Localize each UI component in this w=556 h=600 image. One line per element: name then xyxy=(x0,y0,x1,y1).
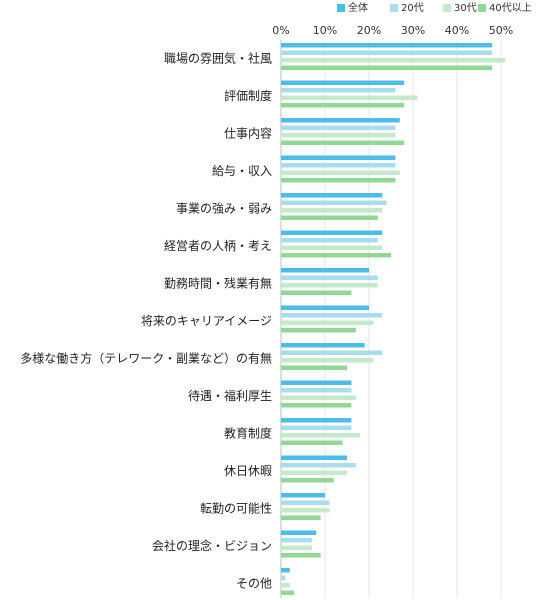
legend-label: 40代以上 xyxy=(489,2,532,14)
bar xyxy=(281,365,347,370)
bar xyxy=(281,58,506,63)
x-tick-label: 10% xyxy=(313,24,337,37)
bar xyxy=(281,343,365,348)
bar xyxy=(281,305,369,310)
legend-label: 全体 xyxy=(348,1,368,14)
bar xyxy=(281,403,352,408)
bar xyxy=(281,43,493,48)
x-tick-label: 40% xyxy=(445,24,469,37)
bar xyxy=(281,133,396,138)
legend: 全体 20代 30代 40代以上 xyxy=(337,1,532,14)
bar xyxy=(281,65,493,70)
x-tick-label: 20% xyxy=(357,24,381,37)
bar xyxy=(281,388,352,393)
bar xyxy=(281,290,352,295)
legend-swatch xyxy=(337,4,345,12)
bar xyxy=(281,268,369,273)
bar xyxy=(281,358,374,363)
bar xyxy=(281,200,387,205)
bar xyxy=(281,118,400,123)
bar xyxy=(281,425,352,430)
bar xyxy=(281,545,312,550)
bars xyxy=(281,43,506,595)
bar xyxy=(281,455,347,460)
bar xyxy=(281,583,290,588)
category-label: 事業の強み・弱み xyxy=(176,202,272,216)
bar xyxy=(281,500,330,505)
bar xyxy=(281,395,356,400)
legend-label: 20代 xyxy=(401,2,424,14)
bar xyxy=(281,208,383,213)
x-tick-label: 0% xyxy=(272,24,289,37)
category-label: 教育制度 xyxy=(224,426,272,441)
bar xyxy=(281,245,383,250)
category-label: 待遇・福利厚生 xyxy=(188,388,272,403)
gridlines xyxy=(280,40,502,598)
bar xyxy=(281,568,290,573)
bar xyxy=(281,95,418,100)
x-tick-label: 30% xyxy=(401,24,425,37)
bar xyxy=(281,463,356,468)
bar xyxy=(281,320,374,325)
bar xyxy=(281,478,334,483)
bar xyxy=(281,470,347,475)
bar xyxy=(281,418,352,423)
legend-swatch xyxy=(478,4,486,12)
bar xyxy=(281,215,378,220)
bar xyxy=(281,493,325,498)
bar xyxy=(281,313,383,318)
category-labels: 職場の雰囲気・社風評価制度仕事内容給与・収入事業の強み・弱み経営者の人柄・考え勤… xyxy=(20,51,272,591)
bar xyxy=(281,553,321,558)
bar xyxy=(281,530,317,535)
bar xyxy=(281,275,378,280)
bar xyxy=(281,515,321,520)
category-label: 給与・収入 xyxy=(212,164,272,178)
bar xyxy=(281,140,405,145)
category-label: 評価制度 xyxy=(224,88,272,103)
bar xyxy=(281,80,405,85)
legend-label: 30代 xyxy=(454,2,477,14)
bar xyxy=(281,575,286,580)
bar xyxy=(281,155,396,160)
category-label: 経営者の人柄・考え xyxy=(164,239,272,253)
x-tick-label: 50% xyxy=(489,24,513,37)
category-label: 職場の雰囲気・社風 xyxy=(164,51,272,66)
bar xyxy=(281,253,391,258)
bar xyxy=(281,193,383,198)
category-label: 将来のキャリアイメージ xyxy=(141,314,272,328)
bar xyxy=(281,125,396,130)
category-label: 仕事内容 xyxy=(224,126,272,141)
legend-swatch xyxy=(443,4,451,12)
category-label: 多様な働き方（テレワーク・副業など）の有無 xyxy=(20,351,272,366)
bar xyxy=(281,328,356,333)
bar xyxy=(281,350,383,355)
category-label: その他 xyxy=(236,577,272,591)
bar xyxy=(281,88,396,93)
category-label: 転勤の可能性 xyxy=(200,502,272,516)
bar xyxy=(281,178,396,183)
bar xyxy=(281,538,312,543)
bar xyxy=(281,238,378,243)
category-label: 勤務時間・残業有無 xyxy=(164,276,272,291)
bar xyxy=(281,103,405,108)
bar xyxy=(281,163,396,168)
x-axis-ticks: 0% 10% 20% 30% 40% 50% xyxy=(272,24,513,37)
bar xyxy=(281,590,295,595)
category-label: 休日休暇 xyxy=(224,464,272,478)
bar xyxy=(281,433,361,438)
bar xyxy=(281,283,378,288)
category-label: 会社の理念・ビジョン xyxy=(152,538,272,553)
bar xyxy=(281,50,493,55)
bar xyxy=(281,170,400,175)
bar xyxy=(281,440,343,445)
bar xyxy=(281,380,352,385)
legend-swatch xyxy=(390,4,398,12)
bar xyxy=(281,508,330,513)
bar xyxy=(281,230,383,235)
